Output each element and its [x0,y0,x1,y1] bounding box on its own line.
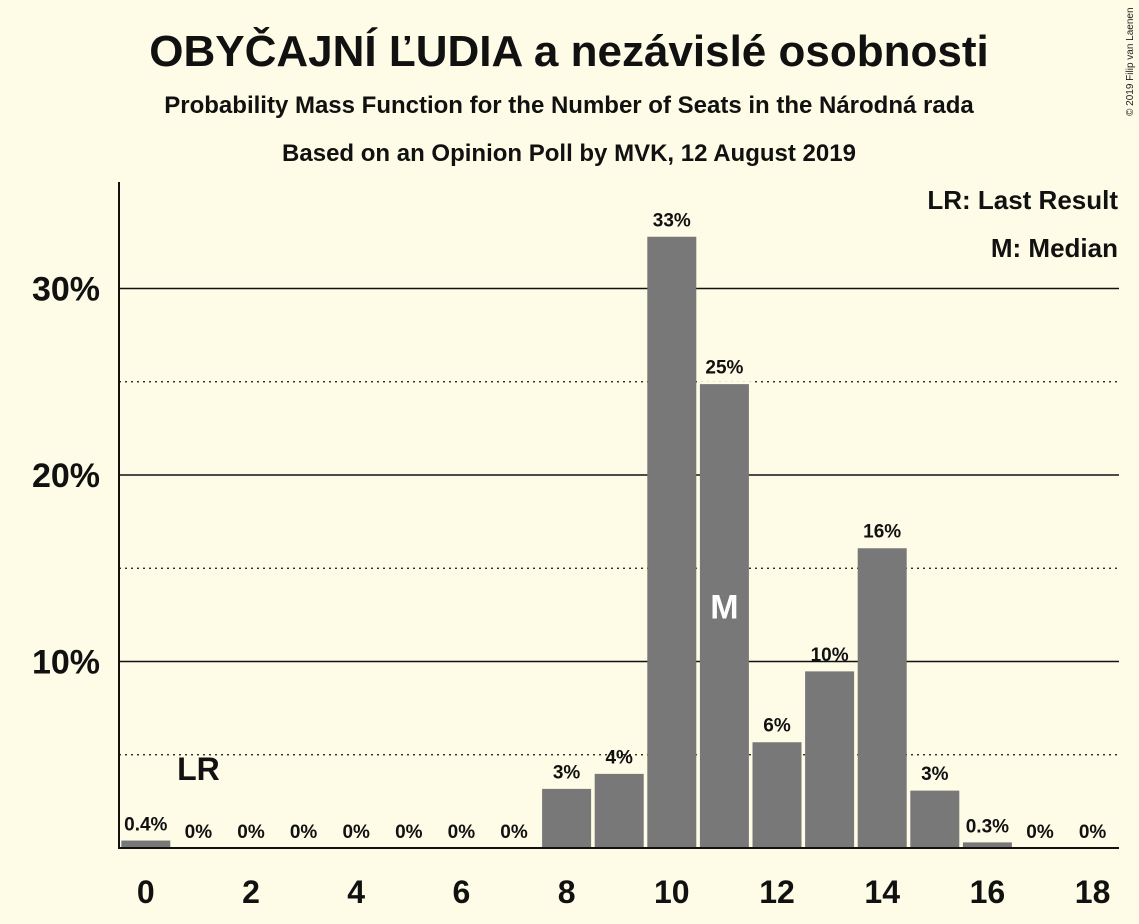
bar-data-label: 25% [705,358,743,379]
bar-data-label: 0% [290,822,318,843]
y-tick-label: 10% [32,644,100,682]
markers: LR M [177,589,738,787]
bar-data-label: 0% [1079,822,1107,843]
bar [121,840,171,848]
bar-data-label: 3% [553,762,581,783]
y-tick-label: 30% [32,271,100,309]
bar [857,547,907,848]
bar-data-label: 0% [185,822,213,843]
bar-data-label: 0% [395,822,423,843]
bar-data-label: 0% [1026,822,1054,843]
axes: 0 2 4 6 8 10 12 14 16 18 [118,182,1119,910]
x-tick-label: 12 [759,874,795,910]
bar-data-label: 0% [500,822,528,843]
bar-data-label: 0.4% [124,815,167,836]
bar-data-label: 0% [342,822,370,843]
bar-data-label: 3% [921,764,949,785]
x-tick-label: 16 [970,874,1006,910]
bar-data-label: 6% [763,716,791,737]
bar-data-label: 10% [811,645,849,666]
x-tick-label: 14 [864,874,900,910]
median-marker: M [710,589,738,627]
chart-title: OBYČAJNÍ ĽUDIA a nezávislé osobnosti [149,25,988,76]
bar [542,788,592,848]
bar [699,383,749,848]
bar [805,670,855,848]
bars [121,233,1012,848]
bar [962,842,1012,848]
x-tick-label: 10 [654,874,690,910]
bar-data-label: 0% [237,822,265,843]
chart-subtitle: Probability Mass Function for the Number… [164,92,974,119]
y-tick-label: 20% [32,457,100,495]
bar-data-label: 0.3% [966,816,1009,837]
bar [647,236,697,848]
last-result-marker: LR [177,751,220,787]
bar [594,773,644,848]
bar-data-label: 33% [653,210,691,231]
bar-data-label: 16% [863,522,901,543]
bar-data-label: 0% [448,822,476,843]
x-tick-label: 0 [137,874,155,910]
legend-last-result: LR: Last Result [927,185,1118,215]
x-tick-label: 18 [1075,874,1111,910]
bar-data-label: 4% [605,747,633,768]
x-tick-label: 2 [242,874,260,910]
legend-median: M: Median [991,233,1118,263]
x-tick-label: 4 [347,874,365,910]
bar [752,741,802,848]
x-tick-label: 6 [453,874,471,910]
x-tick-label: 8 [558,874,576,910]
copyright-credit: © 2019 Filip van Laenen [1125,7,1136,116]
bar [910,790,960,848]
gridlines: 10% 20% 30% [32,271,1119,756]
bar-data-labels: 0.4% 0% 0% 0% 0% 0% 0% 0% 3% 4% 33% 25% 6% 10% 16% 3% 0.… [124,210,1106,843]
chart-source-line: Based on an Opinion Poll by MVK, 12 Augu… [282,140,856,167]
